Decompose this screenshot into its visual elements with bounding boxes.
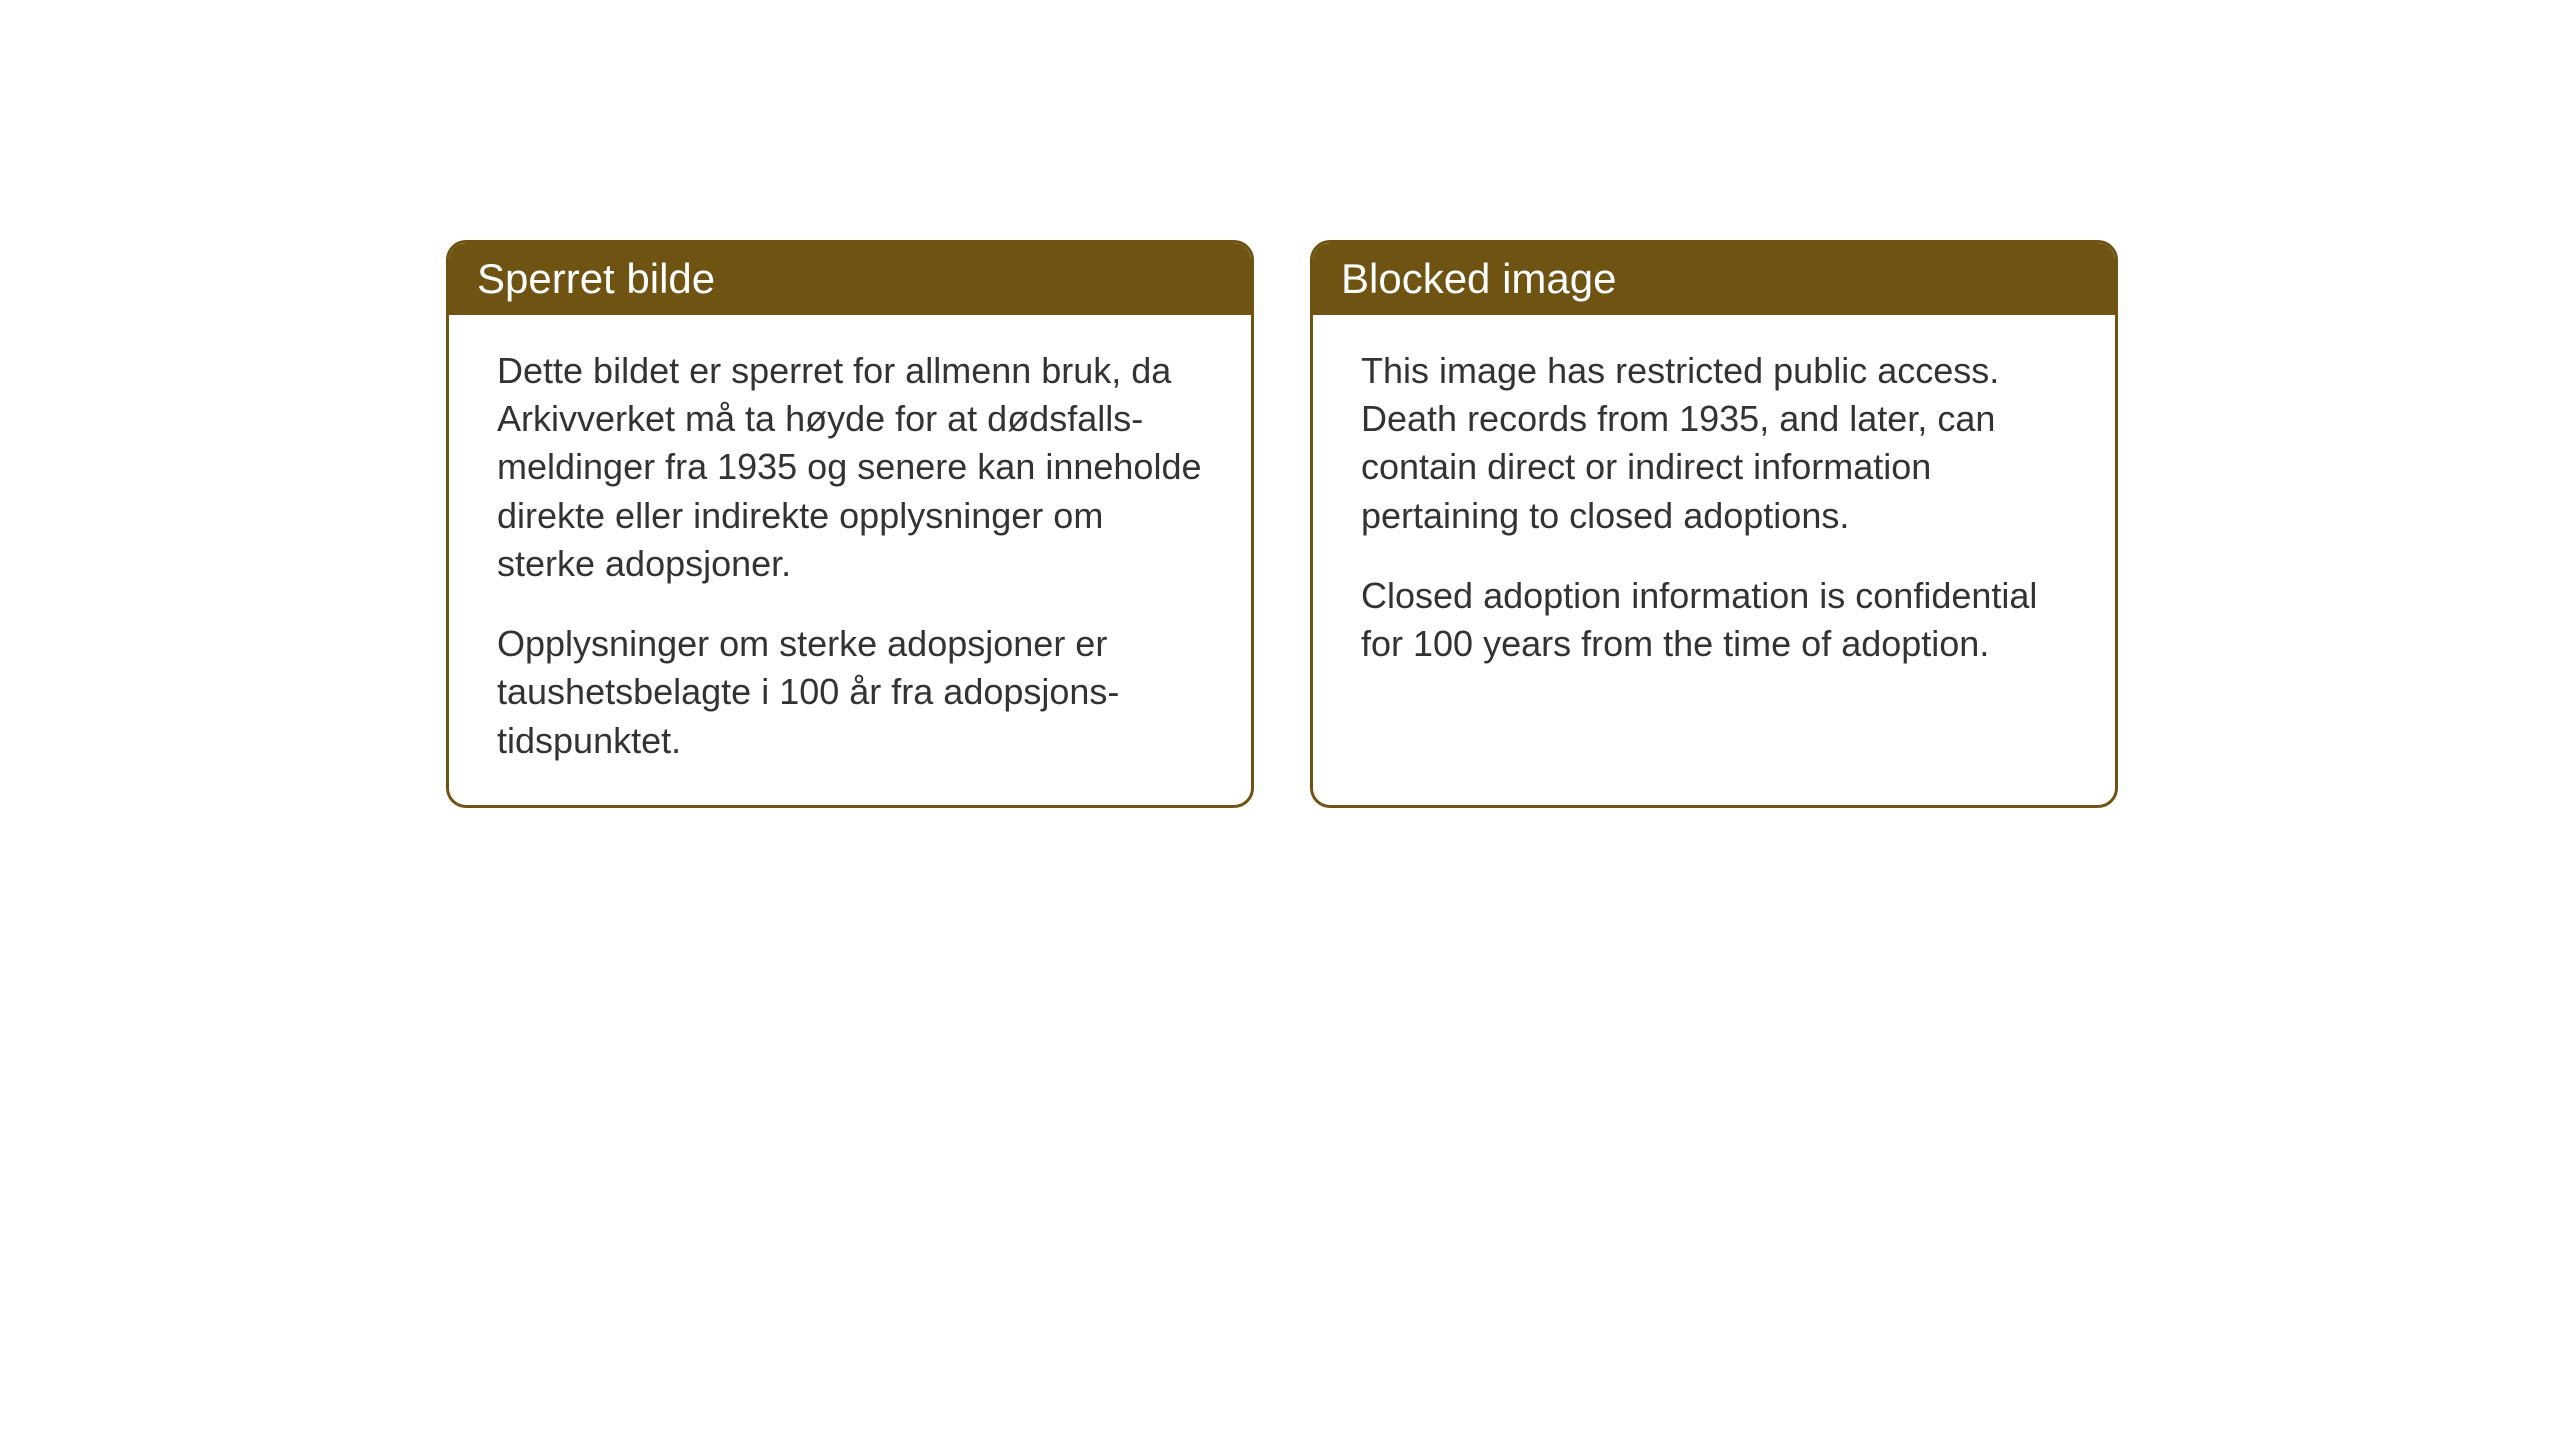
notice-card-norwegian: Sperret bilde Dette bildet er sperret fo… — [446, 240, 1254, 808]
notice-container: Sperret bilde Dette bildet er sperret fo… — [446, 240, 2118, 808]
card-title-norwegian: Sperret bilde — [477, 255, 715, 302]
card-body-english: This image has restricted public access.… — [1313, 315, 2115, 735]
paragraph-text: Opplysninger om sterke adopsjoner er tau… — [497, 620, 1203, 765]
notice-card-english: Blocked image This image has restricted … — [1310, 240, 2118, 808]
card-header-english: Blocked image — [1313, 243, 2115, 315]
paragraph-text: This image has restricted public access.… — [1361, 347, 2067, 540]
paragraph-text: Closed adoption information is confident… — [1361, 572, 2067, 668]
card-body-norwegian: Dette bildet er sperret for allmenn bruk… — [449, 315, 1251, 805]
card-header-norwegian: Sperret bilde — [449, 243, 1251, 315]
paragraph-text: Dette bildet er sperret for allmenn bruk… — [497, 347, 1203, 588]
card-title-english: Blocked image — [1341, 255, 1616, 302]
